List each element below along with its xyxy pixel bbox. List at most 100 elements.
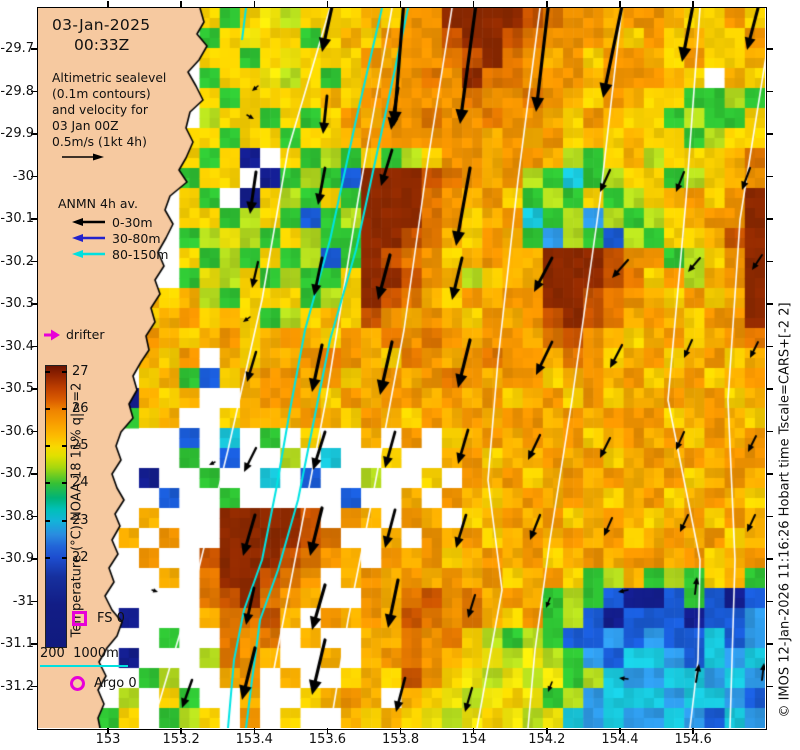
copyright-text: © IMOS 12-Jan-2026 11:16:26 Hobart time …: [777, 302, 793, 718]
y-tick: [31, 643, 37, 645]
anmn-legend-title: ANMN 4h av.: [58, 196, 138, 211]
x-tick: [619, 728, 621, 734]
x-tick-top: [619, 1, 621, 7]
y-tick: [31, 685, 37, 688]
anmn-item: 80-150m: [58, 246, 168, 262]
y-tick-label: -30.6: [0, 423, 34, 439]
y-tick-right: [767, 90, 773, 93]
x-tick-top: [326, 1, 329, 7]
depth-contour-legend-line: [40, 665, 128, 667]
y-tick-right: [767, 388, 773, 390]
velocity-scale-arrow-icon: [62, 153, 104, 161]
left-arrow-icon: [72, 250, 105, 258]
x-tick-label: 153.2: [162, 732, 200, 747]
y-tick-right: [767, 260, 773, 263]
info-box: 03-Jan-2025 00:33Z Altimetric sealevel (…: [52, 16, 222, 162]
y-tick-label: -29.7: [0, 41, 34, 56]
y-tick-right: [767, 345, 773, 348]
copyright-wrap: © IMOS 12-Jan-2026 11:16:26 Hobart time …: [772, 287, 798, 733]
x-tick-top: [546, 1, 548, 7]
argo-label: Argo 0: [94, 676, 137, 691]
y-tick-label: -30.1: [0, 211, 34, 226]
drifter-arrow-icon: [44, 329, 60, 340]
anmn-item-label: 0-30m: [112, 214, 153, 230]
y-tick-label: -30.7: [0, 466, 34, 481]
colorbar-title: Temperature (°C) NOAA 18 11% q|>=2: [69, 382, 85, 638]
sst-map-canvas: [38, 8, 765, 728]
x-tick: [180, 728, 182, 734]
plot-frame: [37, 7, 767, 730]
y-tick: [31, 558, 37, 560]
fs-label: FS 0: [97, 611, 125, 626]
colorbar-tick: [45, 371, 50, 373]
anmn-item-label: 80-150m: [112, 246, 169, 262]
anmn-legend: ANMN 4h av. 0-30m 30-80m 80-150m: [58, 196, 168, 262]
drifter-label: drifter: [66, 327, 105, 342]
colorbar-tick: [45, 520, 50, 522]
x-tick-label: 153: [95, 732, 121, 747]
y-tick-right: [767, 303, 773, 305]
x-tick: [399, 728, 402, 734]
x-tick: [472, 728, 475, 734]
y-tick: [31, 345, 37, 348]
y-tick: [31, 90, 37, 93]
y-tick-label: -30.4: [0, 338, 34, 354]
y-tick: [31, 515, 37, 518]
depth-scale-label: 200 1000m: [40, 646, 119, 661]
anmn-item: 0-30m: [58, 214, 168, 230]
colorbar-gradient: [45, 365, 67, 648]
date-label: 03-Jan-2025: [52, 16, 151, 34]
x-tick-label: 153.4: [235, 732, 273, 747]
y-tick-right: [767, 175, 773, 178]
colorbar-tick: [62, 408, 67, 410]
y-tick-label: -31: [12, 593, 34, 609]
colorbar-tick: [62, 482, 67, 484]
y-tick: [31, 175, 37, 178]
y-tick: [31, 133, 37, 135]
drifter-marker: drifter: [44, 327, 104, 342]
y-tick-label: -30.5: [0, 381, 34, 396]
y-tick-label: -30.8: [0, 508, 34, 524]
y-tick-right: [767, 558, 773, 560]
x-tick-top: [692, 1, 694, 7]
y-tick: [31, 473, 37, 475]
product-description: Altimetric sealevel (0.1m contours) and …: [52, 71, 167, 149]
y-tick: [31, 388, 37, 390]
anmn-item-label: 30-80m: [112, 230, 161, 246]
y-tick-right: [767, 133, 773, 135]
x-tick: [326, 728, 329, 734]
colorbar-tick-label: 22: [72, 550, 89, 565]
x-tick-top: [472, 1, 475, 7]
colorbar: 27 26 25 24 23 22: [45, 364, 105, 648]
colorbar-tick-label: 24: [72, 475, 89, 490]
argo-circle-icon: [70, 676, 85, 691]
y-tick-right: [767, 430, 773, 433]
y-tick-label: -30.9: [0, 551, 34, 566]
y-tick-right: [767, 515, 773, 518]
colorbar-tick-label: 26: [72, 401, 89, 416]
colorbar-tick: [45, 482, 50, 484]
x-tick: [107, 728, 109, 734]
x-tick: [692, 728, 694, 734]
x-tick-top: [253, 1, 256, 7]
x-tick-label: 153.8: [381, 732, 420, 747]
y-tick: [31, 48, 37, 50]
x-tick: [253, 728, 256, 734]
colorbar-tick: [62, 371, 67, 373]
y-tick: [31, 600, 37, 603]
x-tick-label: 154: [461, 732, 487, 747]
y-tick-label: -31.2: [0, 678, 34, 694]
colorbar-tick: [45, 445, 50, 447]
left-arrow-icon: [72, 234, 105, 242]
y-tick-label: -31.1: [0, 636, 34, 651]
y-tick-right: [767, 473, 773, 475]
colorbar-tick-label: 27: [72, 364, 89, 379]
y-tick: [31, 303, 37, 305]
y-tick-label: -30.3: [0, 296, 34, 311]
y-tick-right: [767, 218, 773, 220]
colorbar-tick: [62, 557, 67, 559]
left-arrow-icon: [72, 218, 105, 226]
y-tick: [31, 260, 37, 263]
y-tick: [31, 430, 37, 433]
